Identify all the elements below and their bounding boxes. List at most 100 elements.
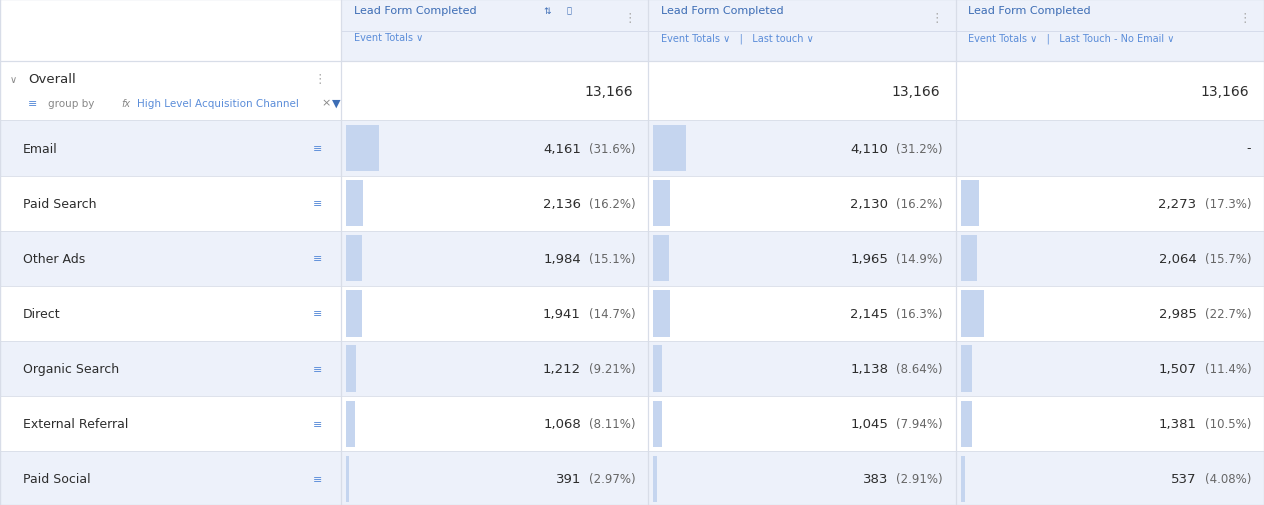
Text: ⓘ: ⓘ (566, 7, 571, 16)
Text: 537: 537 (1170, 473, 1197, 485)
Text: Event Totals ∨   |   Last Touch - No Email ∨: Event Totals ∨ | Last Touch - No Email ∨ (968, 33, 1174, 43)
Text: (16.3%): (16.3%) (896, 308, 943, 320)
Bar (346, 291, 362, 337)
Text: (22.7%): (22.7%) (1205, 308, 1251, 320)
Text: 2,985: 2,985 (1159, 308, 1197, 320)
Text: Event Totals ∨: Event Totals ∨ (354, 33, 423, 43)
Text: (7.94%): (7.94%) (896, 418, 943, 430)
Text: 1,507: 1,507 (1159, 363, 1197, 375)
Text: 2,136: 2,136 (544, 197, 581, 210)
Text: Direct: Direct (23, 308, 61, 320)
Bar (956, 0, 1264, 62)
Text: 1,984: 1,984 (544, 252, 581, 265)
Text: ≡: ≡ (28, 98, 37, 108)
Text: ▼: ▼ (332, 98, 341, 108)
Text: 2,145: 2,145 (851, 308, 889, 320)
Bar (653, 126, 686, 172)
Bar (648, 0, 956, 62)
Bar (0, 396, 1264, 451)
Text: 4,110: 4,110 (851, 142, 889, 155)
Text: ≡: ≡ (313, 419, 322, 429)
Text: (14.7%): (14.7%) (589, 308, 636, 320)
Text: 13,166: 13,166 (585, 84, 633, 98)
Bar (653, 456, 656, 502)
Text: (15.7%): (15.7%) (1205, 252, 1251, 265)
Text: Lead Form Completed: Lead Form Completed (968, 6, 1091, 16)
Text: ∨: ∨ (10, 75, 18, 84)
Bar (346, 126, 379, 172)
Text: 2,064: 2,064 (1159, 252, 1197, 265)
Text: 1,068: 1,068 (544, 418, 581, 430)
Text: fx: fx (121, 98, 130, 108)
Bar (0, 121, 1264, 176)
Text: (9.21%): (9.21%) (589, 363, 636, 375)
Text: -: - (1246, 142, 1251, 155)
Text: 1,138: 1,138 (851, 363, 889, 375)
Text: Lead Form Completed: Lead Form Completed (354, 6, 477, 16)
Text: ≡: ≡ (313, 144, 322, 154)
Text: Email: Email (23, 142, 57, 155)
Text: (16.2%): (16.2%) (589, 197, 636, 210)
Text: 391: 391 (556, 473, 581, 485)
Text: 1,941: 1,941 (544, 308, 581, 320)
Text: Other Ads: Other Ads (23, 252, 85, 265)
Bar (961, 456, 964, 502)
Text: Lead Form Completed: Lead Form Completed (661, 6, 784, 16)
Text: ⋮: ⋮ (930, 12, 943, 25)
Text: ≡: ≡ (313, 199, 322, 209)
Text: 1,212: 1,212 (542, 363, 581, 375)
Bar (346, 456, 349, 502)
Text: ⋮: ⋮ (313, 73, 326, 86)
Text: (2.91%): (2.91%) (896, 473, 943, 485)
Text: Paid Social: Paid Social (23, 473, 91, 485)
Text: Organic Search: Organic Search (23, 363, 119, 375)
Text: 1,965: 1,965 (851, 252, 889, 265)
Text: (11.4%): (11.4%) (1205, 363, 1251, 375)
Bar (961, 291, 985, 337)
Bar (961, 236, 977, 282)
Text: Paid Search: Paid Search (23, 197, 96, 210)
Bar (0, 0, 341, 62)
Bar (653, 401, 662, 447)
Text: (2.97%): (2.97%) (589, 473, 636, 485)
Bar (346, 236, 362, 282)
Text: (10.5%): (10.5%) (1205, 418, 1251, 430)
Text: High Level Acquisition Channel: High Level Acquisition Channel (137, 98, 298, 108)
Bar (346, 181, 363, 227)
Text: ≡: ≡ (313, 309, 322, 319)
Bar (961, 346, 972, 392)
Bar (0, 341, 1264, 396)
Text: Overall: Overall (28, 73, 76, 86)
Text: (31.2%): (31.2%) (896, 142, 943, 155)
Bar (653, 236, 669, 282)
Text: ⋮: ⋮ (623, 12, 636, 25)
Text: ≡: ≡ (313, 254, 322, 264)
Text: 2,130: 2,130 (851, 197, 889, 210)
Text: (8.11%): (8.11%) (589, 418, 636, 430)
Text: Event Totals ∨   |   Last touch ∨: Event Totals ∨ | Last touch ∨ (661, 33, 814, 43)
Text: (16.2%): (16.2%) (896, 197, 943, 210)
Text: (31.6%): (31.6%) (589, 142, 636, 155)
Bar (961, 181, 978, 227)
Text: ⋮: ⋮ (1239, 12, 1251, 25)
Bar (346, 346, 356, 392)
Bar (0, 451, 1264, 505)
Text: ≡: ≡ (313, 474, 322, 484)
Bar (653, 291, 670, 337)
Text: (14.9%): (14.9%) (896, 252, 943, 265)
Text: ×: × (321, 98, 330, 108)
Text: (8.64%): (8.64%) (896, 363, 943, 375)
Bar (0, 286, 1264, 341)
Text: 13,166: 13,166 (1201, 84, 1249, 98)
Text: External Referral: External Referral (23, 418, 128, 430)
Bar (341, 0, 648, 62)
Text: ≡: ≡ (313, 364, 322, 374)
Text: 1,381: 1,381 (1159, 418, 1197, 430)
Text: ⇅: ⇅ (544, 7, 551, 16)
Bar (653, 346, 662, 392)
Text: 2,273: 2,273 (1158, 197, 1197, 210)
Text: 383: 383 (863, 473, 889, 485)
Text: group by: group by (48, 98, 95, 108)
Text: (17.3%): (17.3%) (1205, 197, 1251, 210)
Bar (961, 401, 972, 447)
